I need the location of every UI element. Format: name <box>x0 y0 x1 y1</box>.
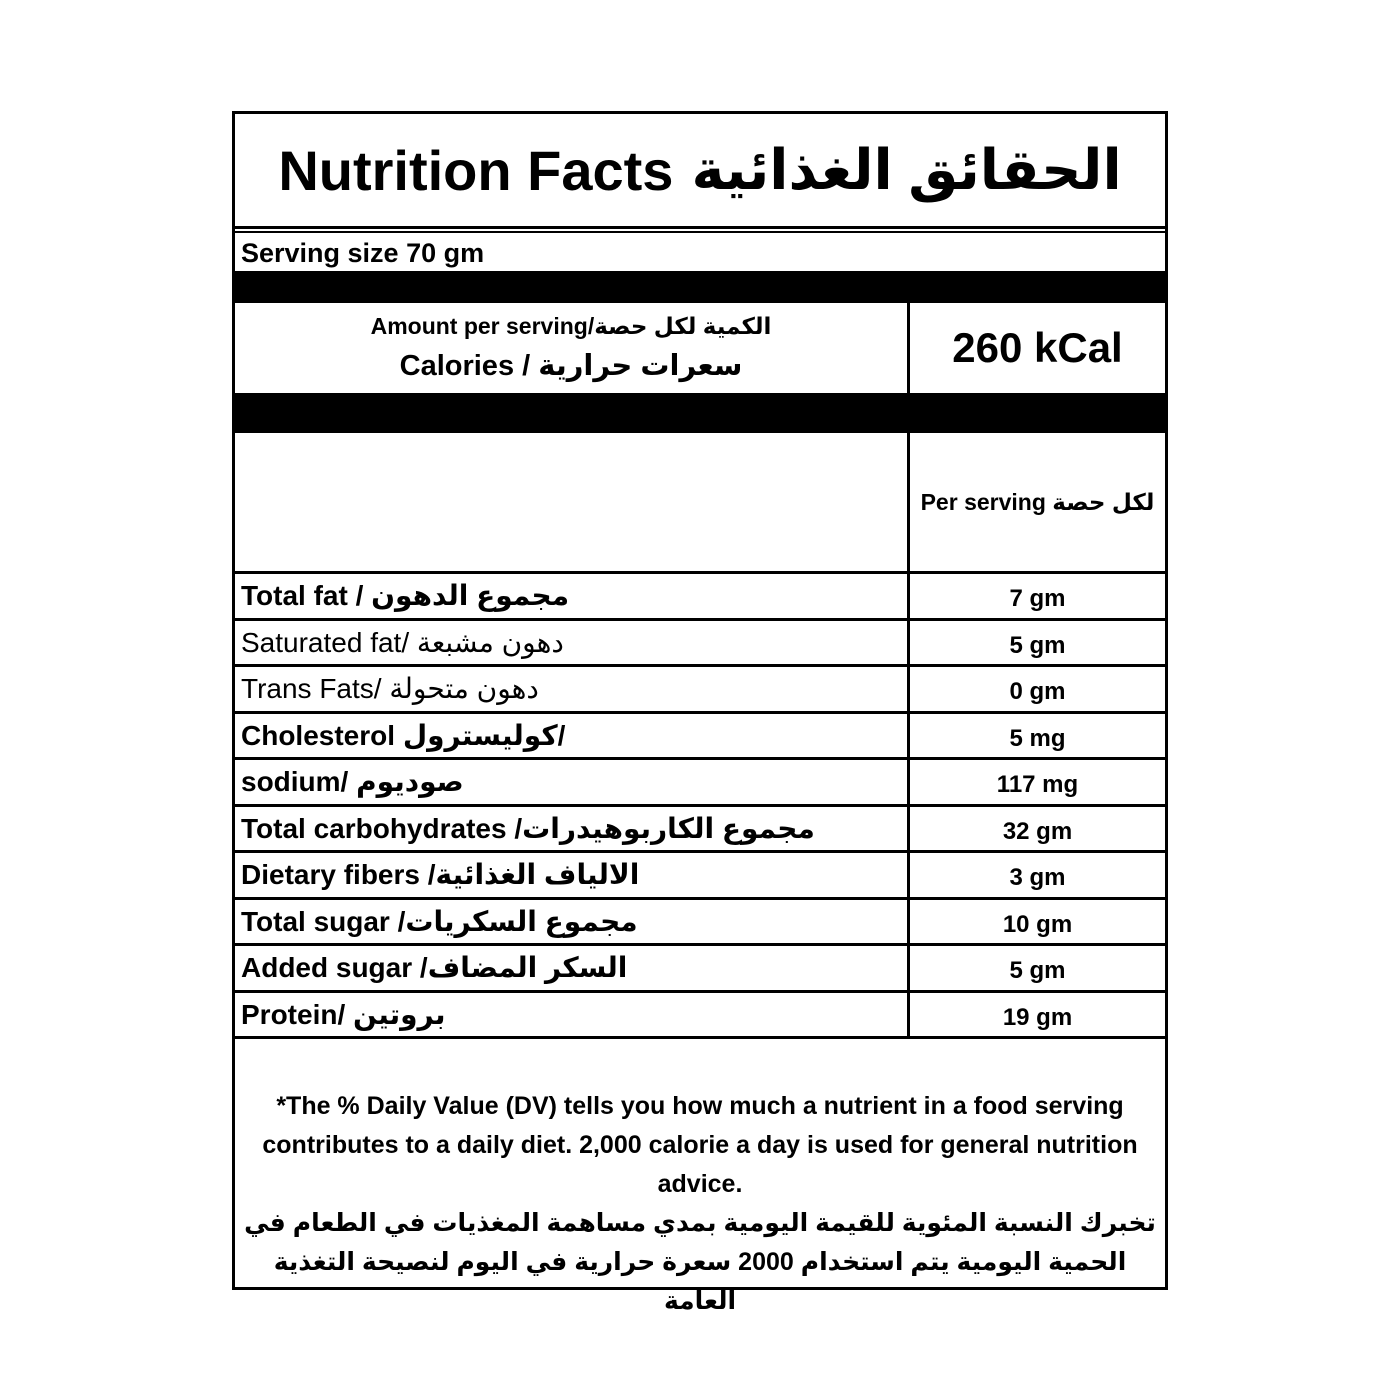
nutrient-label: Total carbohydrates /مجموع الكاربوهيدرات <box>241 812 815 844</box>
amount-per-serving: Amount per serving/الكمية لكل حصة Calori… <box>235 303 907 393</box>
nutrient-label: Total sugar /مجموع السكريات <box>241 905 638 937</box>
amount-label: Amount per serving/الكمية لكل حصة <box>370 313 772 339</box>
nutrient-row: Total fat / مجموع الدهون 7 gm <box>235 571 1165 617</box>
nutrient-value: 5 mg <box>1009 724 1066 752</box>
nutrient-row: Protein/ بروتين 19 gm <box>235 989 1165 1036</box>
title-english: Nutrition Facts <box>278 138 674 202</box>
nutrition-facts-panel: Nutrition Facts الحقائق الغذائية Serving… <box>232 111 1168 1315</box>
nutrient-row: Trans Fats/ دهون متحولة 0 gm <box>235 664 1165 710</box>
footer-english: *The % Daily Value (DV) tells you how mu… <box>262 1092 1138 1198</box>
nutrient-row: sodium/ صوديوم 117 mg <box>235 757 1165 803</box>
nutrient-label: sodium/ صوديوم <box>241 766 464 797</box>
nutrient-row: Cholesterol كوليسترول/5 mg <box>235 710 1165 757</box>
footer-note: *The % Daily Value (DV) tells you how mu… <box>235 1036 1165 1315</box>
title: Nutrition Facts الحقائق الغذائية <box>235 114 1165 229</box>
nutrient-row: Total carbohydrates /مجموع الكاربوهيدرات… <box>235 803 1165 850</box>
nutrient-value: 19 gm <box>1002 1003 1073 1031</box>
per-serving-header: Per serving لكل حصة <box>920 488 1155 515</box>
nutrient-label: Trans Fats/ دهون متحولة <box>241 673 539 704</box>
nutrient-value: 10 gm <box>1002 910 1073 938</box>
nutrient-value: 32 gm <box>1002 817 1073 845</box>
nutrient-value: 7 gm <box>1009 585 1066 612</box>
calories-label: Calories / سعرات حرارية <box>399 350 743 382</box>
nutrient-label: Total fat / مجموع الدهون <box>241 580 570 611</box>
divider-bar <box>235 393 1165 433</box>
nutrient-value: 3 gm <box>1009 864 1066 891</box>
serving-size: Serving size 70 gm <box>235 231 1165 271</box>
nutrient-row: Total sugar /مجموع السكريات 10 gm <box>235 896 1165 943</box>
nutrient-label: Added sugar /السكر المضاف <box>241 952 628 983</box>
nutrient-value: 117 mg <box>996 771 1079 798</box>
nutrient-value: 5 gm <box>1009 631 1066 659</box>
nutrient-label: Saturated fat/ دهون مشبعة <box>241 626 564 658</box>
footer-arabic: تخبرك النسبة المئوية للقيمة اليومية بمدي… <box>244 1209 1156 1315</box>
nutrient-row: Added sugar /السكر المضاف 5 gm <box>235 943 1165 989</box>
nutrient-label: Dietary fibers /الالياف الغذائية <box>241 859 640 890</box>
title-arabic: الحقائق الغذائية <box>691 138 1122 201</box>
calories-value: 260 kCal <box>952 324 1123 371</box>
column-divider <box>907 433 910 1036</box>
nutrient-value: 5 gm <box>1009 957 1066 984</box>
nutrient-label: Cholesterol كوليسترول/ <box>241 719 566 751</box>
column-divider <box>907 303 910 393</box>
nutrient-row: Saturated fat/ دهون مشبعة 5 gm <box>235 617 1165 664</box>
nutrient-label: Protein/ بروتين <box>241 998 446 1030</box>
nutrient-value: 0 gm <box>1009 678 1066 705</box>
nutrient-row: Dietary fibers /الالياف الغذائية 3 gm <box>235 850 1165 896</box>
divider-bar <box>235 271 1165 303</box>
